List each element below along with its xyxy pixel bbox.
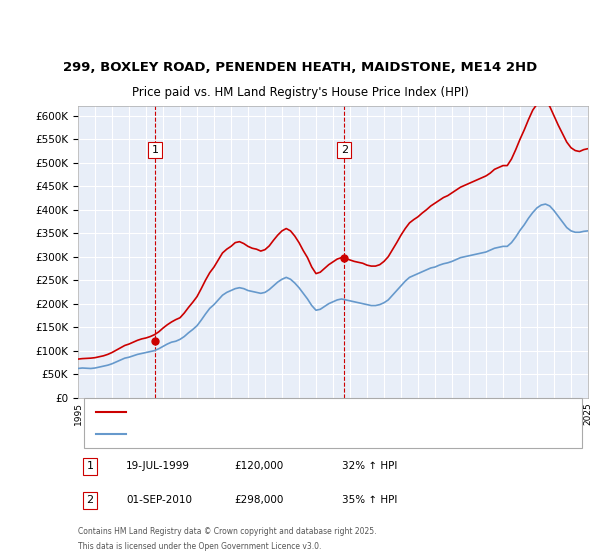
Text: 1: 1 xyxy=(152,145,158,155)
Text: 32% ↑ HPI: 32% ↑ HPI xyxy=(342,461,397,471)
Text: Price paid vs. HM Land Registry's House Price Index (HPI): Price paid vs. HM Land Registry's House … xyxy=(131,86,469,99)
Text: 35% ↑ HPI: 35% ↑ HPI xyxy=(342,496,397,506)
Text: Contains HM Land Registry data © Crown copyright and database right 2025.: Contains HM Land Registry data © Crown c… xyxy=(78,528,377,536)
Text: 2: 2 xyxy=(341,145,348,155)
Text: £298,000: £298,000 xyxy=(234,496,283,506)
Text: 19-JUL-1999: 19-JUL-1999 xyxy=(126,461,190,471)
Text: 2: 2 xyxy=(86,496,94,506)
Text: 299, BOXLEY ROAD, PENENDEN HEATH, MAIDSTONE, ME14 2HD (semi-detached house): 299, BOXLEY ROAD, PENENDEN HEATH, MAIDST… xyxy=(132,407,526,416)
Text: HPI: Average price, semi-detached house, Maidstone: HPI: Average price, semi-detached house,… xyxy=(132,430,371,438)
Text: 299, BOXLEY ROAD, PENENDEN HEATH, MAIDSTONE, ME14 2HD: 299, BOXLEY ROAD, PENENDEN HEATH, MAIDST… xyxy=(63,60,537,74)
Text: 01-SEP-2010: 01-SEP-2010 xyxy=(126,496,192,506)
Text: This data is licensed under the Open Government Licence v3.0.: This data is licensed under the Open Gov… xyxy=(78,542,322,552)
Text: £120,000: £120,000 xyxy=(234,461,283,471)
Text: 1: 1 xyxy=(86,461,94,471)
